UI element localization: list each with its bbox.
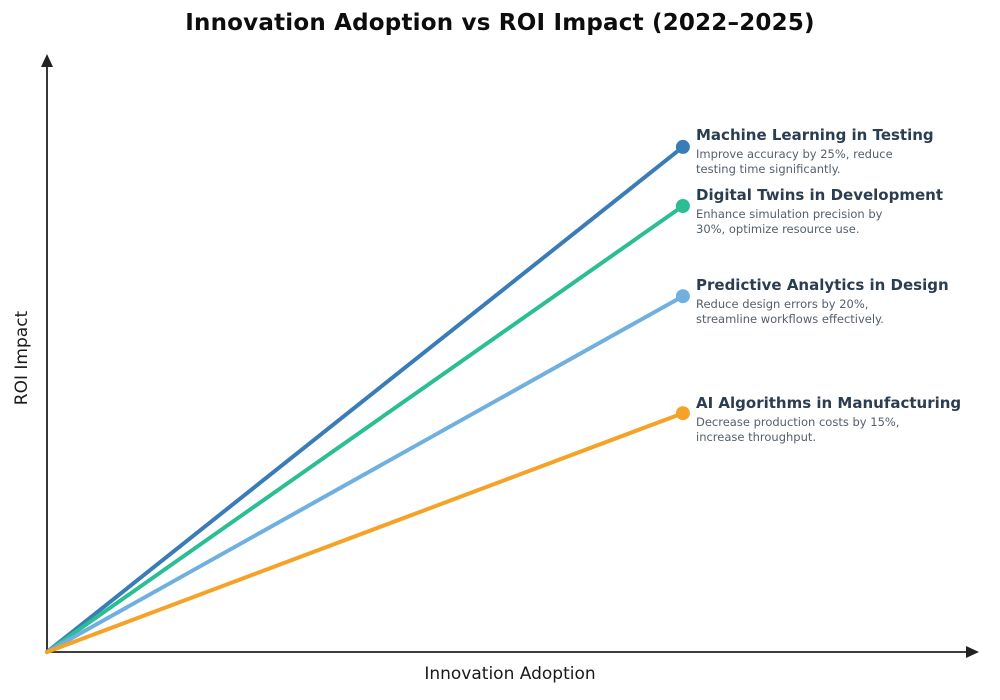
annotation-ai-algorithms-in-manufacturing: AI Algorithms in Manufacturing Decrease … <box>696 394 966 445</box>
annotation-title: Machine Learning in Testing <box>696 126 934 144</box>
annotation-description: Enhance simulation precision by 30%, opt… <box>696 207 883 236</box>
series-line-ai-algorithms-in-manufacturing <box>45 411 685 654</box>
series-endpoint-dot-machine-learning-in-testing <box>675 139 690 154</box>
x-axis-label: Innovation Adoption <box>424 664 596 684</box>
annotation-title: Predictive Analytics in Design <box>696 276 949 294</box>
series-line-machine-learning-in-testing <box>45 144 685 654</box>
annotation-title: AI Algorithms in Manufacturing <box>696 394 962 412</box>
x-axis-arrow-icon <box>966 646 979 658</box>
series-endpoint-dot-digital-twins-in-development <box>675 199 690 213</box>
annotation-machine-learning-in-testing: Machine Learning in Testing Improve accu… <box>696 126 966 177</box>
annotation-digital-twins-in-development: Digital Twins in Development Enhance sim… <box>696 186 966 237</box>
annotation-description: Reduce design errors by 20%, streamline … <box>696 297 884 326</box>
annotation-predictive-analytics-in-design: Predictive Analytics in Design Reduce de… <box>696 276 966 327</box>
annotation-description: Improve accuracy by 25%, reduce testing … <box>696 147 893 176</box>
chart-title: Innovation Adoption vs ROI Impact (2022–… <box>185 10 815 36</box>
y-axis-arrow-icon <box>41 54 53 67</box>
series-layer <box>45 139 690 654</box>
annotation-title: Digital Twins in Development <box>696 186 943 204</box>
series-endpoint-dot-ai-algorithms-in-manufacturing <box>675 406 690 421</box>
series-endpoint-dot-predictive-analytics-in-design <box>675 289 690 304</box>
series-line-digital-twins-in-development <box>45 204 685 654</box>
series-line-predictive-analytics-in-design <box>45 294 685 654</box>
annotation-description: Decrease production costs by 15%, increa… <box>696 415 900 444</box>
y-axis-label: ROI Impact <box>12 310 32 406</box>
